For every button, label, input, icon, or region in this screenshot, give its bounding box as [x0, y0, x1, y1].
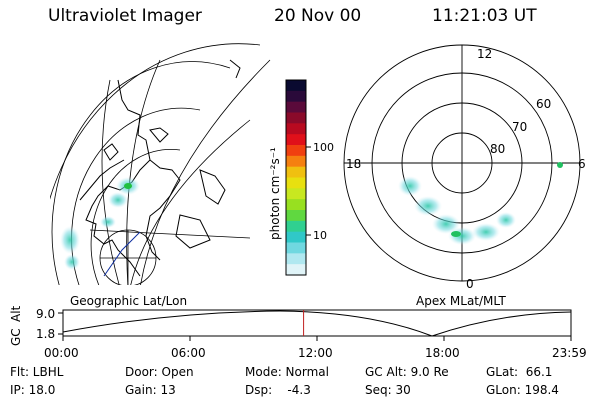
y-tick-label-1.8: 1.8 — [36, 327, 55, 341]
altitude-curve — [62, 310, 572, 337]
lat-arc-3 — [71, 107, 201, 285]
colorbar-unit-label: photon cm⁻²s⁻¹ — [268, 147, 282, 240]
right-aurora-emission — [398, 162, 563, 245]
mlt-label-6: 6 — [578, 157, 586, 171]
observation-time: 11:21:03 UT — [432, 6, 537, 26]
y-axis-label-gc: GC — [9, 328, 23, 346]
mlt-label-12: 12 — [477, 47, 492, 61]
info-door: Door: Open — [125, 365, 194, 379]
info-glat: GLat: 66.1 — [486, 365, 553, 379]
colorbar-stripe — [286, 145, 306, 157]
observation-date: 20 Nov 00 — [274, 6, 362, 26]
coastline — [79, 59, 241, 277]
info-ip: IP: 18.0 — [10, 383, 56, 397]
mlt-label-18: 18 — [346, 157, 361, 171]
altitude-timeline: 9.0 1.8 GC Alt — [9, 305, 572, 346]
colorbar-stripe — [286, 155, 306, 168]
info-dsp: Dsp: -4.3 — [245, 383, 311, 397]
lat-label-70: 70 — [512, 120, 527, 134]
colorbar-stripe — [286, 220, 306, 233]
polar-map — [343, 44, 581, 282]
geographic-map — [50, 43, 271, 285]
colorbar-stripe — [286, 90, 306, 103]
colorbar-stripe — [286, 231, 306, 244]
colorbar-stripe — [286, 166, 306, 179]
colorbar-label-100: 100 — [313, 141, 334, 154]
geographic-caption: Geographic Lat/Lon — [70, 294, 187, 308]
lat-arc-4 — [90, 149, 181, 285]
colorbar-stripe — [286, 253, 306, 265]
info-gc-alt: GC Alt: 9.0 Re — [365, 365, 449, 379]
colorbar-stripe — [286, 134, 306, 146]
lat-arc-2 — [50, 43, 261, 200]
colorbar-label-10: 10 — [313, 229, 327, 242]
x-tick-0000: 00:00 — [44, 346, 79, 360]
info-filter: Flt: LBHL — [10, 365, 64, 379]
colorbar-stripe — [286, 177, 306, 189]
left-aurora-emission — [60, 177, 140, 270]
meridian-2 — [140, 59, 271, 285]
x-tick-1200: 12:00 — [298, 346, 333, 360]
info-gain: Gain: 13 — [125, 383, 176, 397]
colorbar-stripe — [286, 101, 306, 114]
x-tick-0600: 06:00 — [171, 346, 206, 360]
info-mode: Mode: Normal — [245, 365, 329, 379]
meridian-1 — [130, 119, 251, 285]
colorbar-stripe — [286, 123, 306, 135]
colorbar-stripe — [286, 242, 306, 254]
colorbar-stripe — [286, 188, 306, 200]
colorbar-stripe — [286, 264, 306, 276]
apex-caption: Apex MLat/MLT — [416, 294, 506, 308]
colorbar-stripe — [286, 80, 306, 92]
colorbar-stripe — [286, 112, 306, 124]
timeline-frame — [62, 309, 572, 337]
colorbar-stripe — [286, 210, 306, 222]
mlt-label-0: 0 — [466, 277, 474, 291]
x-tick-1800: 18:00 — [425, 346, 460, 360]
meridian-5 — [89, 229, 251, 239]
meridian-3 — [126, 59, 161, 285]
footprint-line — [103, 231, 141, 277]
lat-label-80: 80 — [490, 142, 505, 156]
y-axis-label-alt: Alt — [9, 305, 23, 322]
colorbar — [286, 80, 306, 276]
info-seq: Seq: 30 — [365, 383, 411, 397]
colorbar-stripe — [286, 199, 306, 211]
info-glon: GLon: 198.4 — [486, 383, 559, 397]
lat-arc-1 — [51, 61, 231, 285]
y-tick-label-9: 9.0 — [36, 307, 55, 321]
x-tick-2359: 23:59 — [552, 346, 587, 360]
instrument-title: Ultraviolet Imager — [48, 6, 202, 26]
lat-label-60: 60 — [536, 97, 551, 111]
colorbar-frame — [285, 79, 307, 276]
